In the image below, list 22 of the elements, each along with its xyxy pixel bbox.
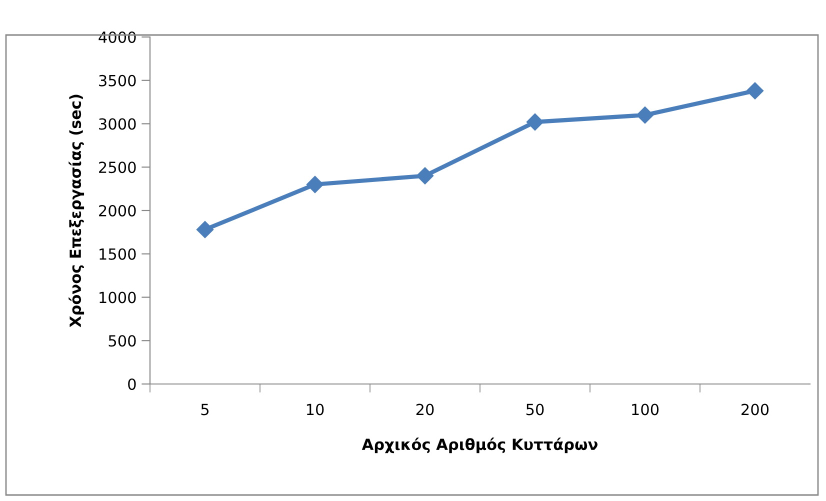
y-axis-title: Χρόνος Επεξεργασίας (sec) [68,94,84,328]
y-tick-label: 1500 [100,248,136,260]
x-tick-label: 200 [742,404,769,416]
point [306,176,324,194]
point [526,113,544,131]
y-tick-label: 1000 [100,292,136,304]
y-tick-label: 500 [108,335,136,347]
point [746,82,764,100]
x-tick-label: 10 [306,404,324,416]
x-tick-label: 20 [416,404,434,416]
point [416,167,434,184]
y-tick-label: 2000 [99,204,136,217]
y-tick-label: 3000 [99,118,136,130]
y-tick-label: 0 [128,378,136,390]
x-tick-label: 5 [201,404,209,416]
y-tick-label: 3500 [99,74,136,86]
x-axis-title: Αρχικός Αριθμός Κυττάρων [362,438,598,454]
point [636,106,654,124]
y-tick-label: 2500 [99,162,136,174]
x-tick-label: 50 [526,404,544,416]
point [196,221,214,238]
x-tick-label: 100 [632,404,659,416]
